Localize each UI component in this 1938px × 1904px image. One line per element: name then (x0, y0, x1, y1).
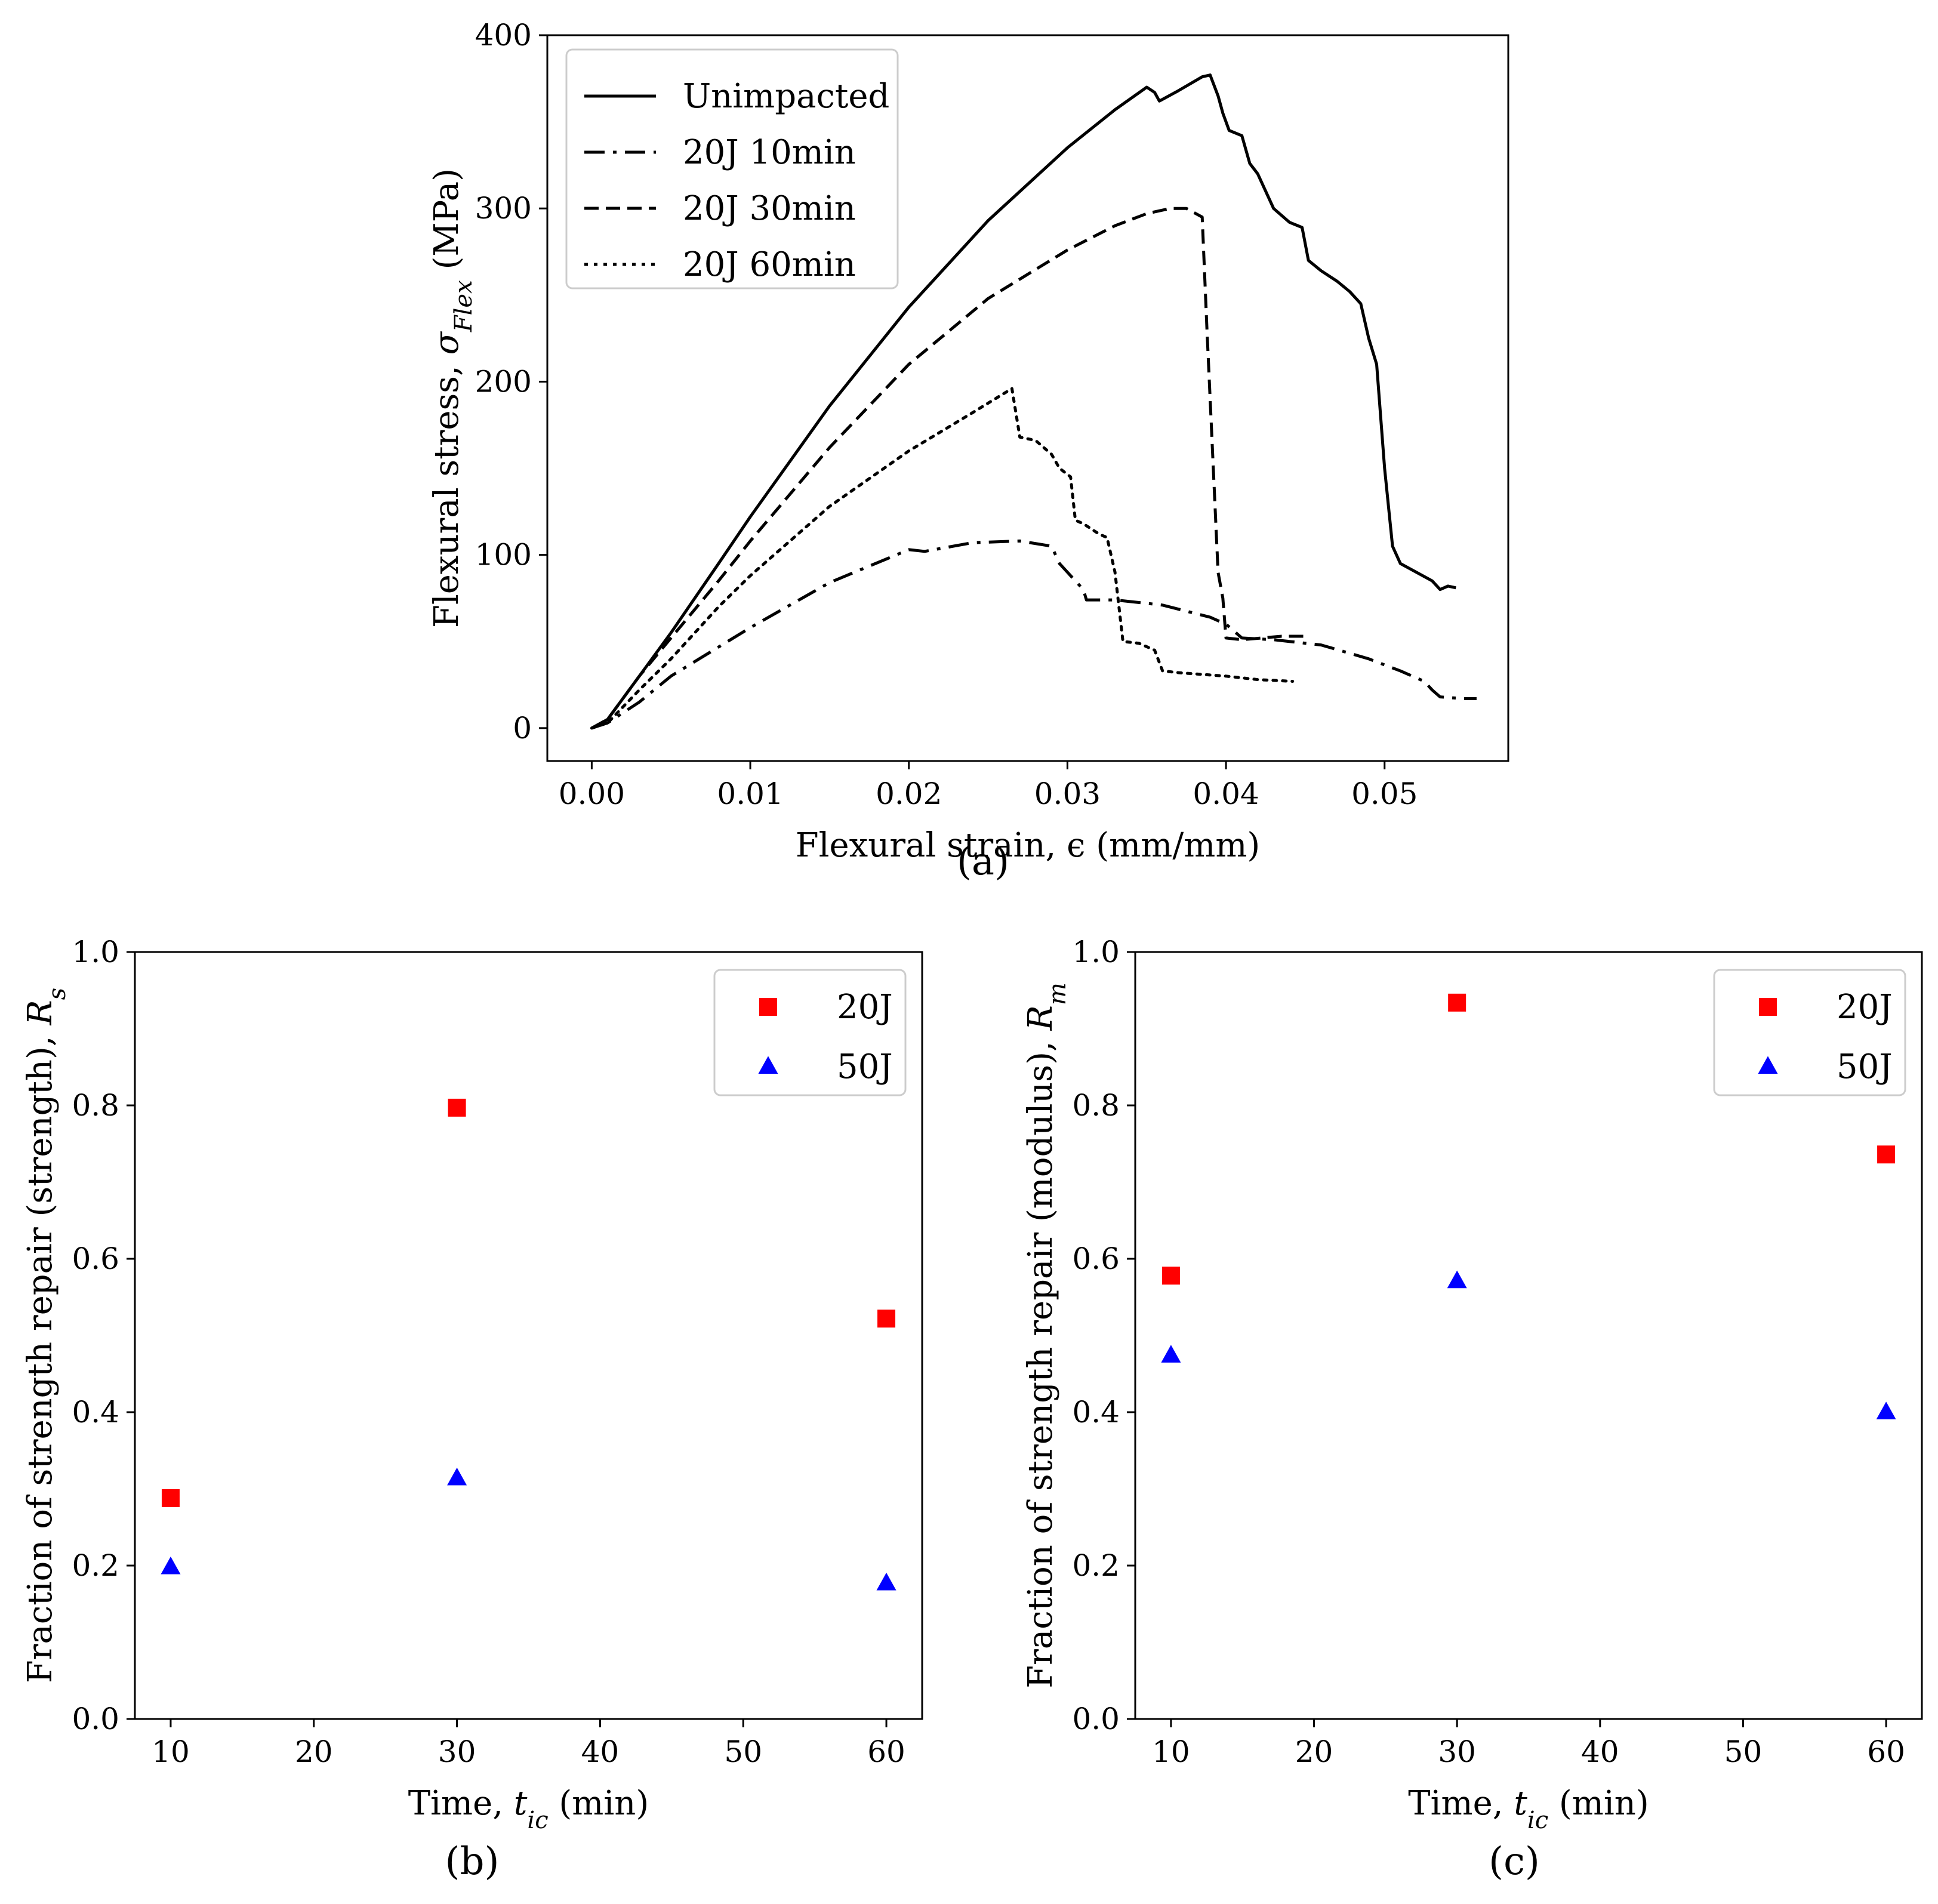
x-tick-label: 50 (724, 1734, 762, 1769)
y-tick-label: 0.0 (72, 1702, 119, 1736)
legend-label: 20J 60min (683, 245, 856, 284)
x-tick-label: 0.01 (717, 777, 783, 811)
data-point-50j (1161, 1345, 1181, 1363)
x-tick-label: 60 (867, 1734, 905, 1769)
y-tick-label: 1.0 (1072, 935, 1120, 969)
legend-marker (759, 998, 777, 1016)
legend-marker (1758, 1056, 1778, 1074)
panel-b-strength-repair-chart: 10 20 30 40 50 60 0.0 0.2 0.4 0.6 0.8 1.0 Time, tic … (21, 935, 923, 1884)
x-tick-label: 10 (1152, 1734, 1190, 1769)
x-tick-label: 0.02 (876, 777, 942, 811)
data-point-50j (161, 1556, 181, 1575)
series-line-unimpacted (591, 73, 1456, 730)
panel-c-modulus-repair-chart: 10 20 30 40 50 60 0.0 0.2 0.4 0.6 0.8 1.0 Time, tic … (1021, 935, 1923, 1884)
y-tick-label: 0.6 (1072, 1241, 1120, 1276)
y-tick-label: 0.4 (1072, 1395, 1120, 1429)
legend-label: 20J (837, 988, 893, 1027)
y-tick-label: 300 (475, 191, 532, 226)
data-point-20j (448, 1098, 466, 1117)
y-tick-label: 0.0 (1072, 1702, 1120, 1736)
data-point-20j (161, 1489, 180, 1507)
legend-marker (1759, 998, 1777, 1016)
y-tick-label: 0.6 (72, 1241, 119, 1276)
series-line-20j-60min (590, 387, 1295, 730)
panel-caption: (a) (957, 840, 1009, 884)
y-tick-label: 0 (513, 711, 532, 745)
data-point-20j (877, 1310, 896, 1328)
y-tick-label: 200 (475, 364, 532, 399)
y-tick-label: 100 (475, 538, 532, 572)
legend-marker (758, 1056, 778, 1074)
x-tick-label: 0.03 (1034, 777, 1101, 811)
plot-frame (1134, 951, 1923, 1720)
y-tick-label: 0.2 (1072, 1548, 1120, 1583)
y-tick-label: 0.4 (72, 1395, 119, 1429)
panel-caption: (c) (1489, 1840, 1540, 1884)
y-axis-label: Fraction of strength repair (strength), … (21, 988, 71, 1683)
data-point-20j (1877, 1145, 1896, 1164)
data-point-50j (876, 1572, 896, 1591)
x-tick-label: 0.05 (1351, 777, 1418, 811)
data-point-20j (1161, 1267, 1180, 1285)
y-tick-label: 0.8 (72, 1088, 119, 1123)
x-axis-label: Time, tic (min) (408, 1784, 649, 1834)
x-axis-label: Flexural strain, ϵ (mm/mm) (796, 826, 1261, 865)
data-point-50j (1447, 1270, 1467, 1289)
plot-frame (546, 34, 1509, 762)
y-axis-label: Fraction of strength repair (modulus), R… (1021, 982, 1071, 1689)
legend-label: 20J (1837, 988, 1893, 1027)
y-axis-label: Flexural stress, σFlex (MPa) (427, 168, 477, 628)
data-point-50j (447, 1467, 467, 1486)
legend-label: 20J 30min (683, 189, 856, 228)
legend-label: 20J 10min (683, 133, 856, 172)
legend-box (565, 48, 899, 289)
y-tick-label: 0.8 (1072, 1088, 1120, 1123)
y-tick-label: 0.2 (72, 1548, 119, 1583)
x-tick-label: 20 (295, 1734, 333, 1769)
x-tick-label: 10 (152, 1734, 190, 1769)
x-tick-label: 0.00 (559, 777, 625, 811)
data-point-50j (1876, 1401, 1896, 1419)
x-tick-label: 40 (1581, 1734, 1619, 1769)
legend-label: Unimpacted (683, 77, 889, 116)
x-tick-label: 20 (1295, 1734, 1333, 1769)
panel-a-stress-strain-chart: 0.00 0.01 0.02 0.03 0.04 0.05 0 100 200 300 400 Fle… (427, 18, 1509, 884)
y-tick-label: 1.0 (72, 935, 119, 969)
x-tick-label: 0.04 (1193, 777, 1259, 811)
x-tick-label: 50 (1724, 1734, 1763, 1769)
data-point-20j (1448, 993, 1466, 1012)
x-tick-label: 30 (1438, 1734, 1476, 1769)
x-axis-label: Time, tic (min) (1408, 1784, 1649, 1834)
x-tick-label: 30 (438, 1734, 476, 1769)
panel-caption: (b) (445, 1840, 500, 1884)
series-line-20j-10min (591, 539, 1477, 730)
plot-frame (134, 951, 923, 1720)
x-tick-label: 60 (1867, 1734, 1905, 1769)
y-tick-label: 400 (475, 18, 532, 53)
legend-label: 50J (837, 1047, 893, 1086)
legend-label: 50J (1837, 1047, 1893, 1086)
x-tick-label: 40 (581, 1734, 620, 1769)
